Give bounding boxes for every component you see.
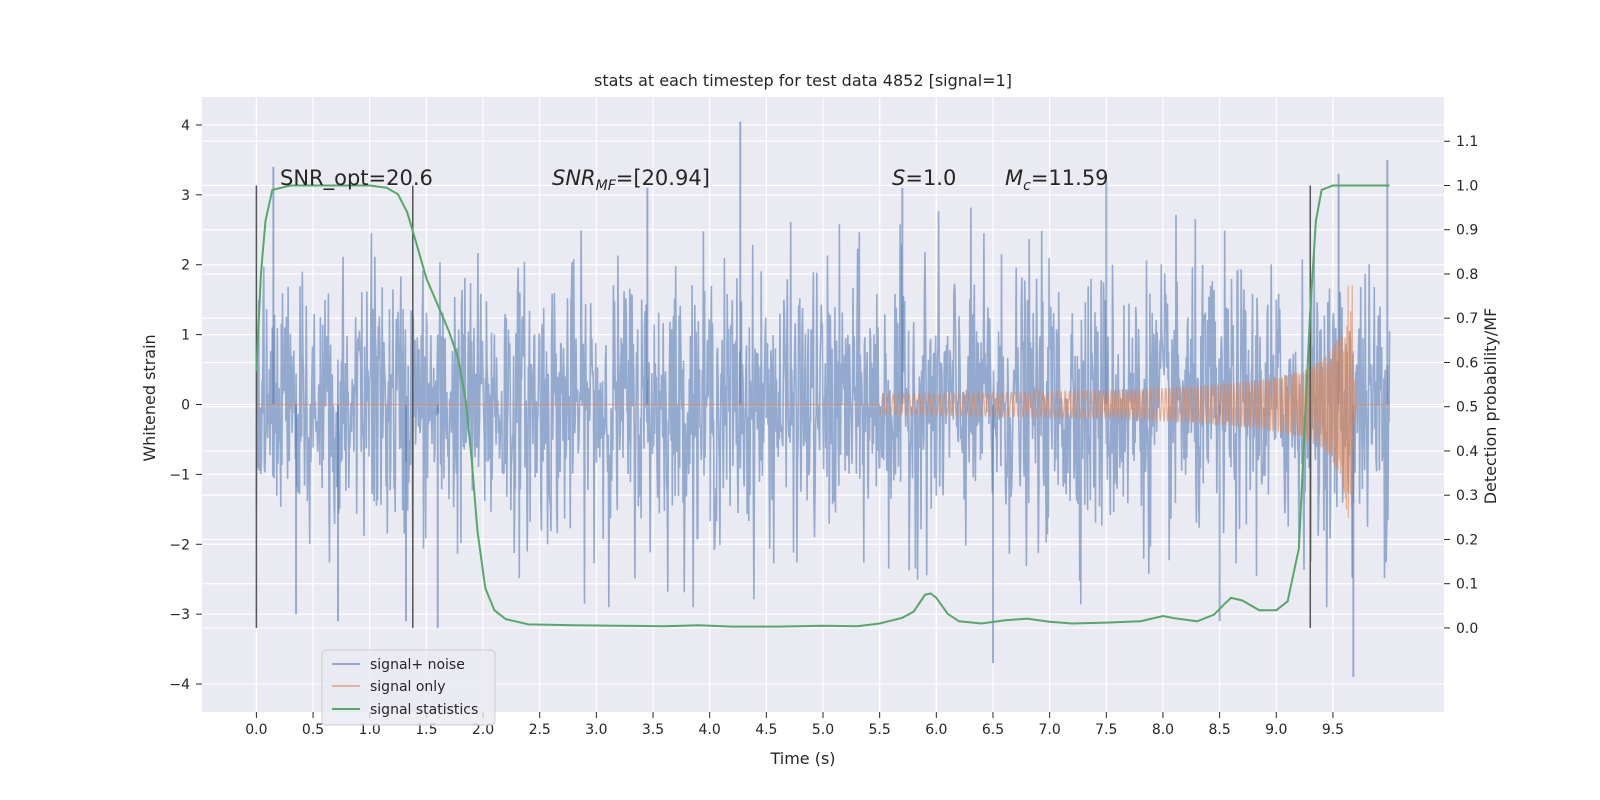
annotation-s: S=1.0 [892,166,956,190]
x-tick-label: 0.0 [245,722,267,738]
y2-tick-label: 0.5 [1456,400,1478,416]
y2-tick-label: 1.1 [1456,134,1478,150]
y2-tick-label: 0.3 [1456,488,1478,504]
legend-box [321,649,496,726]
y2-tick-label: 1.0 [1456,178,1478,194]
x-tick-label: 7.0 [1039,722,1061,738]
y-tick-label: 3 [181,188,190,204]
noise-trace [255,207,1391,608]
vertical-markers [255,185,1312,628]
x-tick-label: 9.5 [1322,722,1344,738]
y-tick-label: −4 [169,677,190,693]
axes: 0.0 0.5 1.0 1.5 2.0 2.5 3.0 3.5 4.0 4.5 5.0 5.5 6.0 6… [169,118,1478,738]
x-tick-label: 4.5 [755,722,777,738]
x-tick-label: 3.0 [585,722,607,738]
y2-tick-label: 0.2 [1456,532,1478,548]
series-signal-statistics [255,184,1390,628]
y-tick-label: 2 [181,258,190,274]
y2-tick-label: 0.1 [1456,577,1478,593]
legend-label-signal-noise: signal+ noise [370,657,465,673]
x-tick-label: 5.5 [869,722,891,738]
y-tick-label: −2 [169,537,190,553]
x-tick-label: 4.0 [699,722,721,738]
series-signal-only [256,285,1390,519]
y2-tick-label: 0.7 [1456,311,1478,327]
legend: signal+ noise signal only signal statist… [321,649,496,726]
x-tick-label: 9.0 [1265,722,1287,738]
y2-tick-label: 0.6 [1456,355,1478,371]
y2-axis-label: Detection probability/MF [1481,308,1500,505]
y-tick-label: −3 [169,607,190,623]
statistics-line [255,184,1390,628]
chart-title: stats at each timestep for test data 485… [594,71,1012,90]
y-axis-label: Whitened strain [140,334,159,461]
signal-only-trace [256,285,1390,519]
x-tick-label: 8.0 [1152,722,1174,738]
x-tick-label: 8.5 [1208,722,1230,738]
x-tick-label: 2.0 [472,722,494,738]
x-tick-label: 6.5 [982,722,1004,738]
annotation-mc: Mc=11.59 [1005,166,1109,194]
y2-tick-label: 0.4 [1456,444,1478,460]
x-tick-label: 7.5 [1095,722,1117,738]
x-tick-label: 0.5 [302,722,324,738]
x-axis-label: Time (s) [769,749,835,768]
y-tick-label: 1 [181,328,190,344]
x-tick-label: 1.0 [359,722,381,738]
annotation-snr-mf: SNRMF=[20.94] [552,166,710,194]
legend-label-signal-only: signal only [370,679,445,695]
x-tick-label: 1.5 [415,722,437,738]
y2-tick-label: 0.9 [1456,223,1478,239]
annotation-snr-opt: SNR_opt=20.6 [280,166,433,191]
x-tick-label: 5.0 [812,722,834,738]
x-tick-label: 6.0 [925,722,947,738]
y-tick-label: 0 [181,398,190,414]
y-tick-label: −1 [169,467,190,483]
legend-label-signal-statistics: signal statistics [370,702,478,718]
x-tick-label: 2.5 [529,722,551,738]
y2-tick-label: 0.0 [1456,621,1478,637]
x-tick-label: 3.5 [642,722,664,738]
y-tick-label: 4 [181,118,190,134]
y2-tick-label: 0.8 [1456,267,1478,283]
